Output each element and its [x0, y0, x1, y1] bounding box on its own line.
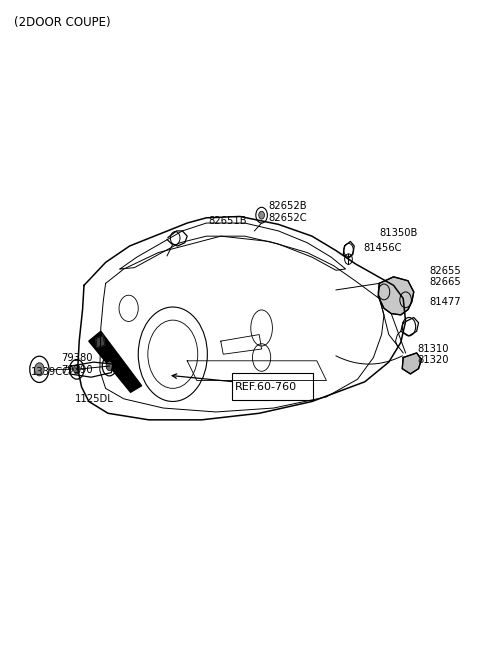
Text: 82655
82665: 82655 82665: [430, 266, 461, 287]
Text: REF.60-760: REF.60-760: [235, 382, 297, 392]
Text: 1339CC: 1339CC: [31, 367, 70, 377]
Polygon shape: [96, 336, 105, 348]
Text: 81477: 81477: [430, 297, 461, 306]
Text: 81456C: 81456C: [364, 243, 402, 253]
Text: 1125DL: 1125DL: [74, 394, 113, 403]
Text: 81350B: 81350B: [379, 228, 418, 237]
Text: 81310
81320: 81310 81320: [418, 344, 449, 365]
Polygon shape: [378, 277, 414, 315]
Circle shape: [106, 361, 113, 371]
Circle shape: [259, 211, 264, 219]
Text: 82652B
82652C: 82652B 82652C: [269, 201, 307, 223]
Text: 79380
79390: 79380 79390: [61, 353, 93, 375]
Text: 82651B: 82651B: [209, 216, 247, 226]
Text: (2DOOR COUPE): (2DOOR COUPE): [14, 16, 111, 30]
Circle shape: [73, 365, 80, 374]
Circle shape: [35, 363, 44, 376]
Polygon shape: [402, 353, 421, 374]
Polygon shape: [89, 331, 142, 392]
